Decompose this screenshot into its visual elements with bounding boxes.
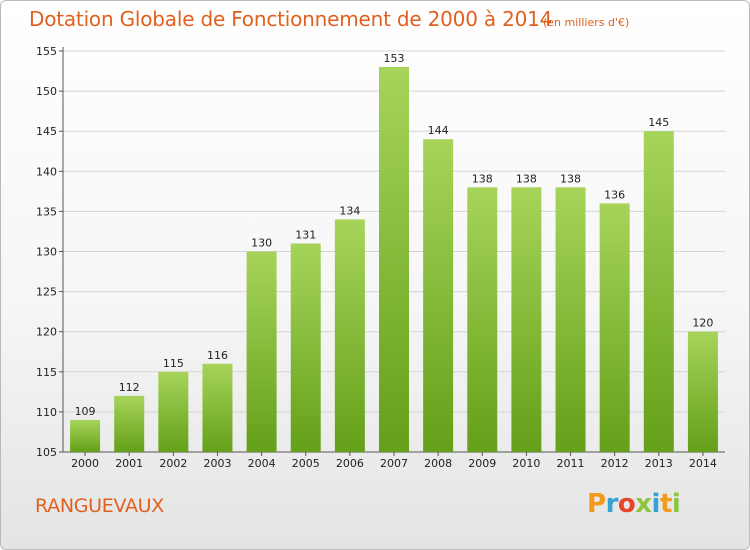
bar-2009 bbox=[467, 187, 498, 452]
bar-2003 bbox=[202, 363, 233, 452]
value-label-2002: 115 bbox=[163, 357, 184, 370]
bar-2002 bbox=[158, 371, 189, 452]
x-tick-label-2004: 2004 bbox=[248, 457, 276, 470]
y-tick-label: 115 bbox=[36, 366, 57, 379]
x-tick-label-2002: 2002 bbox=[159, 457, 187, 470]
bar-2004 bbox=[246, 251, 277, 452]
bar-2012 bbox=[599, 203, 630, 452]
x-tick-label-2000: 2000 bbox=[71, 457, 99, 470]
bar-2011 bbox=[555, 187, 586, 452]
value-label-2003: 116 bbox=[207, 349, 228, 362]
value-label-2008: 144 bbox=[428, 124, 449, 137]
y-tick-label: 120 bbox=[36, 326, 57, 339]
bar-2006 bbox=[334, 219, 365, 452]
value-label-2013: 145 bbox=[648, 116, 669, 129]
bar-2000 bbox=[70, 419, 101, 452]
y-tick-label: 155 bbox=[36, 45, 57, 58]
x-tick-label-2008: 2008 bbox=[424, 457, 452, 470]
value-label-2014: 120 bbox=[692, 317, 713, 330]
y-tick-label: 130 bbox=[36, 246, 57, 259]
proxiti-logo[interactable]: Proxiti bbox=[587, 489, 681, 519]
logo-letter: i bbox=[671, 489, 681, 519]
x-tick-label-2003: 2003 bbox=[203, 457, 231, 470]
value-label-2006: 134 bbox=[339, 204, 360, 217]
x-tick-label-2007: 2007 bbox=[380, 457, 408, 470]
bar-2005 bbox=[290, 243, 321, 452]
chart-title: Dotation Globale de Fonctionnement de 20… bbox=[29, 7, 553, 31]
value-label-2011: 138 bbox=[560, 172, 581, 185]
x-tick-label-2009: 2009 bbox=[468, 457, 496, 470]
y-tick-label: 105 bbox=[36, 446, 57, 459]
value-label-2001: 112 bbox=[119, 381, 140, 394]
logo-letter: o bbox=[617, 489, 636, 519]
y-tick-label: 125 bbox=[36, 286, 57, 299]
y-tick-label: 150 bbox=[36, 85, 57, 98]
y-tick-label: 135 bbox=[36, 205, 57, 218]
bar-2014 bbox=[687, 331, 718, 452]
bar-2007 bbox=[379, 67, 409, 452]
x-tick-label-2013: 2013 bbox=[645, 457, 673, 470]
value-label-2009: 138 bbox=[472, 172, 493, 185]
bar-2008 bbox=[423, 139, 454, 452]
y-tick-label: 145 bbox=[36, 125, 57, 138]
x-tick-label-2010: 2010 bbox=[512, 457, 540, 470]
y-tick-label: 110 bbox=[36, 406, 57, 419]
logo-letter: i bbox=[651, 489, 661, 519]
logo-letter: P bbox=[587, 489, 606, 519]
bar-2001 bbox=[114, 395, 145, 452]
town-name: RANGUEVAUX bbox=[35, 495, 164, 517]
x-tick-label-2011: 2011 bbox=[557, 457, 585, 470]
x-tick-label-2014: 2014 bbox=[689, 457, 717, 470]
value-label-2007: 153 bbox=[384, 52, 405, 65]
bars: 109 112 115 116 130 131 134 153 144 138 138 138 136 1… bbox=[70, 52, 718, 452]
value-label-2012: 136 bbox=[604, 188, 625, 201]
x-tick-label-2005: 2005 bbox=[292, 457, 320, 470]
logo-letter: r bbox=[605, 489, 619, 519]
logo-letter: x bbox=[635, 489, 652, 519]
bar-2010 bbox=[511, 187, 542, 452]
logo-letter: t bbox=[659, 489, 672, 519]
x-tick-label-2006: 2006 bbox=[336, 457, 364, 470]
value-label-2010: 138 bbox=[516, 172, 537, 185]
x-tick-label-2012: 2012 bbox=[601, 457, 629, 470]
bar-2013 bbox=[643, 131, 674, 452]
value-label-2005: 131 bbox=[295, 228, 316, 241]
value-label-2000: 109 bbox=[75, 405, 96, 418]
value-label-2004: 130 bbox=[251, 237, 272, 250]
y-tick-label: 140 bbox=[36, 165, 57, 178]
x-tick-label-2001: 2001 bbox=[115, 457, 143, 470]
chart-subtitle: (en milliers d'€) bbox=[543, 16, 630, 29]
